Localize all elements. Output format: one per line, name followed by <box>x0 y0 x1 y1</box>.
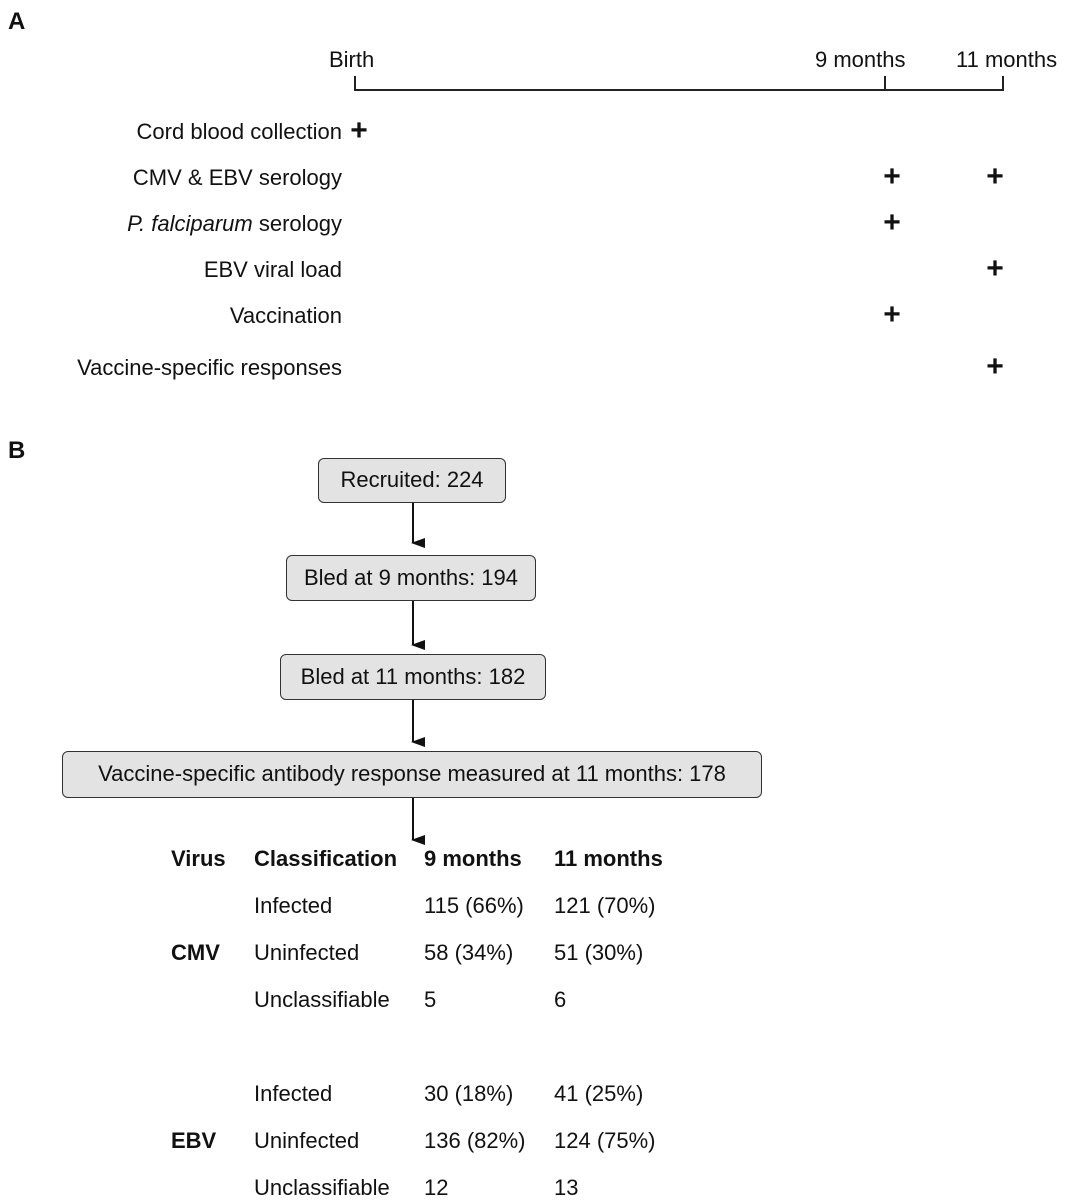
table-cell-11m: 41 (25%) <box>554 1081 644 1106</box>
table-cell-classification: Uninfected <box>254 940 360 965</box>
plus-mark-responses-11m: + <box>986 350 1004 383</box>
table-cell-classification: Unclassifiable <box>254 1175 390 1200</box>
table-cell-9m: 136 (82%) <box>424 1128 526 1153</box>
row-label-vaccination: Vaccination <box>229 303 342 328</box>
table-cell-11m: 13 <box>554 1175 579 1200</box>
row-label-ebv-viral-load: EBV viral load <box>203 257 342 282</box>
flow-box-vaccine-response: Vaccine-specific antibody response measu… <box>62 751 762 798</box>
plus-mark-serology-11m: + <box>986 160 1004 193</box>
timeline-label-11-months: 11 months <box>956 47 1058 72</box>
table-cell-9m: 58 (34%) <box>424 940 514 965</box>
row-label-cord-blood: Cord blood collection <box>136 119 342 144</box>
table-cell-classification: Infected <box>254 1081 333 1106</box>
flow-box-bled-11-months: Bled at 11 months: 182 <box>280 654 546 700</box>
table-cell-11m: 121 (70%) <box>554 893 656 918</box>
table-cell-classification: Unclassifiable <box>254 987 390 1012</box>
table-header-11-months: 11 months <box>554 846 663 871</box>
table-cell-11m: 6 <box>554 987 567 1012</box>
row-label-pf-italic: P. falciparum <box>127 211 253 236</box>
table-header-9-months: 9 months <box>424 846 522 871</box>
plus-mark-vaccination-9m: + <box>883 298 901 331</box>
table-cell-classification: Infected <box>254 893 333 918</box>
table-cell-classification: Uninfected <box>254 1128 360 1153</box>
timeline-label-birth: Birth <box>329 47 375 72</box>
plus-mark-cord-birth: + <box>350 114 368 147</box>
table-virus-ebv: EBV <box>171 1128 217 1153</box>
plus-mark-serology-9m: + <box>883 160 901 193</box>
table-cell-9m: 12 <box>424 1175 449 1200</box>
table-cell-11m: 124 (75%) <box>554 1128 656 1153</box>
plus-mark-pf-9m: + <box>883 206 901 239</box>
flow-box-bled-9-months: Bled at 9 months: 194 <box>286 555 536 601</box>
row-label-vaccine-responses: Vaccine-specific responses <box>77 355 342 380</box>
table-cell-11m: 51 (30%) <box>554 940 644 965</box>
timeline-label-9-months: 9 months <box>815 47 906 72</box>
row-label-pf-serology: P. falciparum serology <box>0 211 342 237</box>
table-cell-9m: 5 <box>424 987 437 1012</box>
plus-mark-viral-load-11m: + <box>986 252 1004 285</box>
table-header-classification: Classification <box>254 846 398 871</box>
flow-box-recruited: Recruited: 224 <box>318 458 506 503</box>
panel-label-b: B <box>8 437 26 464</box>
panel-label-a: A <box>8 8 26 35</box>
timeline-axis <box>354 76 1004 91</box>
table-cell-9m: 115 (66%) <box>424 893 524 918</box>
table-cell-9m: 30 (18%) <box>424 1081 514 1106</box>
row-label-pf-rest: serology <box>252 211 342 236</box>
table-virus-cmv: CMV <box>171 940 220 965</box>
table-header-virus: Virus <box>171 846 226 871</box>
row-label-cmv-ebv-serology: CMV & EBV serology <box>132 165 342 190</box>
